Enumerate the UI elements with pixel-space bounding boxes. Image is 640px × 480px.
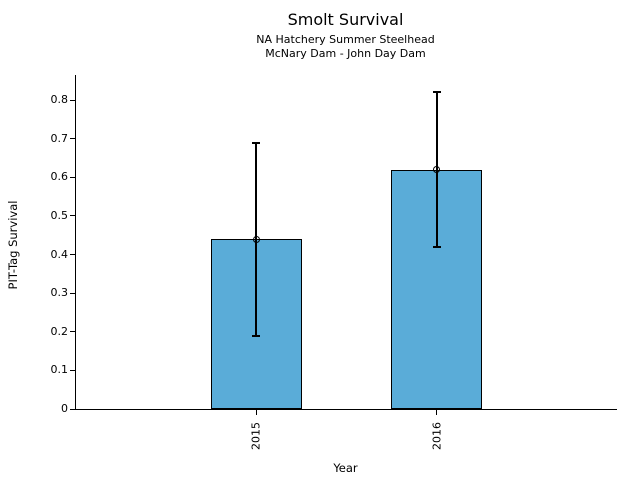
- error-bar-cap-bottom: [432, 245, 441, 248]
- survival-point-marker: [252, 235, 260, 243]
- x-tick-label: 2016: [430, 422, 444, 450]
- chart-subtitle-line2: McNary Dam - John Day Dam: [265, 47, 426, 60]
- y-tick: [70, 99, 75, 101]
- error-bar-cap-top: [252, 141, 261, 144]
- y-axis-label: PIT-Tag Survival: [6, 200, 20, 290]
- y-tick-label: 0.1: [50, 363, 69, 377]
- x-tick-label: 2015: [249, 422, 263, 450]
- y-tick: [70, 215, 75, 217]
- y-tick-label: 0.6: [50, 170, 69, 184]
- y-tick-label: 0: [61, 402, 68, 415]
- y-tick-label: 0.5: [50, 208, 69, 222]
- x-tick: [255, 410, 257, 415]
- x-axis-label: Year: [333, 461, 358, 475]
- y-tick: [70, 254, 75, 256]
- y-tick-label: 0.2: [50, 324, 69, 338]
- y-tick: [70, 331, 75, 333]
- chart-subtitle-line1: NA Hatchery Summer Steelhead: [256, 33, 435, 46]
- y-tick-label: 0.8: [50, 93, 69, 107]
- y-tick: [70, 408, 75, 410]
- y-tick-label: 0.7: [50, 131, 69, 145]
- y-tick: [70, 138, 75, 140]
- y-tick-label: 0.3: [50, 286, 69, 300]
- x-tick: [436, 410, 438, 415]
- error-bar-cap-bottom: [252, 334, 261, 337]
- y-tick: [70, 369, 75, 371]
- y-tick: [70, 176, 75, 178]
- plot-area: 0 0.1 0.2 0.3 0.4 0.5 0.6 0.7 0.8 2015 2016: [51, 75, 617, 450]
- y-tick: [70, 292, 75, 294]
- survival-point-marker: [433, 166, 441, 174]
- chart-title: Smolt Survival: [287, 10, 404, 29]
- error-bar-cap-top: [432, 91, 441, 94]
- y-tick-label: 0.4: [50, 247, 69, 261]
